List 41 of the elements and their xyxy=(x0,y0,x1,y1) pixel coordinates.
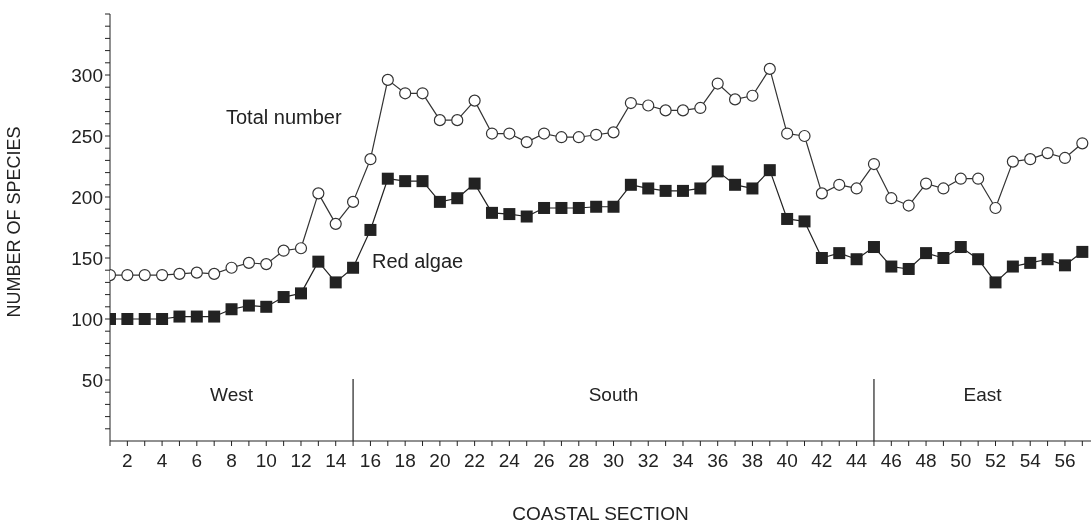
x-tick-label: 34 xyxy=(672,450,694,472)
y-tick-label: 200 xyxy=(71,186,103,208)
x-tick-label: 12 xyxy=(290,450,312,472)
x-tick-label: 18 xyxy=(394,450,416,472)
x-tick-label: 32 xyxy=(637,450,659,472)
series-label: Total number xyxy=(226,106,342,128)
x-tick-label: 36 xyxy=(707,450,729,472)
x-tick-label: 26 xyxy=(533,450,555,472)
annotation: East xyxy=(963,383,1003,405)
x-tick-label: 48 xyxy=(915,450,937,472)
x-tick-label: 20 xyxy=(429,450,451,472)
x-tick-label: 4 xyxy=(156,450,168,472)
x-tick-label: 56 xyxy=(1054,450,1076,472)
y-tick-label: 50 xyxy=(81,369,103,391)
x-tick-label: 8 xyxy=(226,450,237,472)
x-tick-label: 10 xyxy=(255,450,277,472)
y-axis-title: NUMBER OF SPECIES xyxy=(4,126,25,318)
y-tick-label: 150 xyxy=(71,247,103,269)
series-label: Red algae xyxy=(372,250,464,272)
y-tick-label: 250 xyxy=(71,125,103,147)
x-tick-label: 30 xyxy=(602,450,625,472)
x-tick-label: 22 xyxy=(464,450,486,472)
x-tick-label: 6 xyxy=(191,450,203,472)
x-tick-label: 2 xyxy=(122,450,133,472)
x-tick-label: 42 xyxy=(811,450,833,472)
x-tick-label: 24 xyxy=(498,450,521,472)
y-tick-label: 300 xyxy=(71,64,103,86)
x-tick-label: 40 xyxy=(776,450,798,472)
annotation: West xyxy=(210,383,254,405)
annotation: South xyxy=(588,383,639,405)
y-tick-label: 100 xyxy=(71,308,103,330)
x-tick-label: 50 xyxy=(950,450,972,472)
x-tick-label: 14 xyxy=(325,450,347,472)
x-tick-label: 38 xyxy=(741,450,763,472)
x-tick-label: 28 xyxy=(568,450,590,472)
x-tick-label: 16 xyxy=(359,450,382,472)
x-tick-label: 46 xyxy=(880,450,902,472)
x-tick-label: 44 xyxy=(846,450,868,472)
x-tick-label: 52 xyxy=(984,450,1007,472)
x-axis-title: COASTAL SECTION xyxy=(512,503,689,522)
x-tick-label: 54 xyxy=(1019,450,1042,472)
